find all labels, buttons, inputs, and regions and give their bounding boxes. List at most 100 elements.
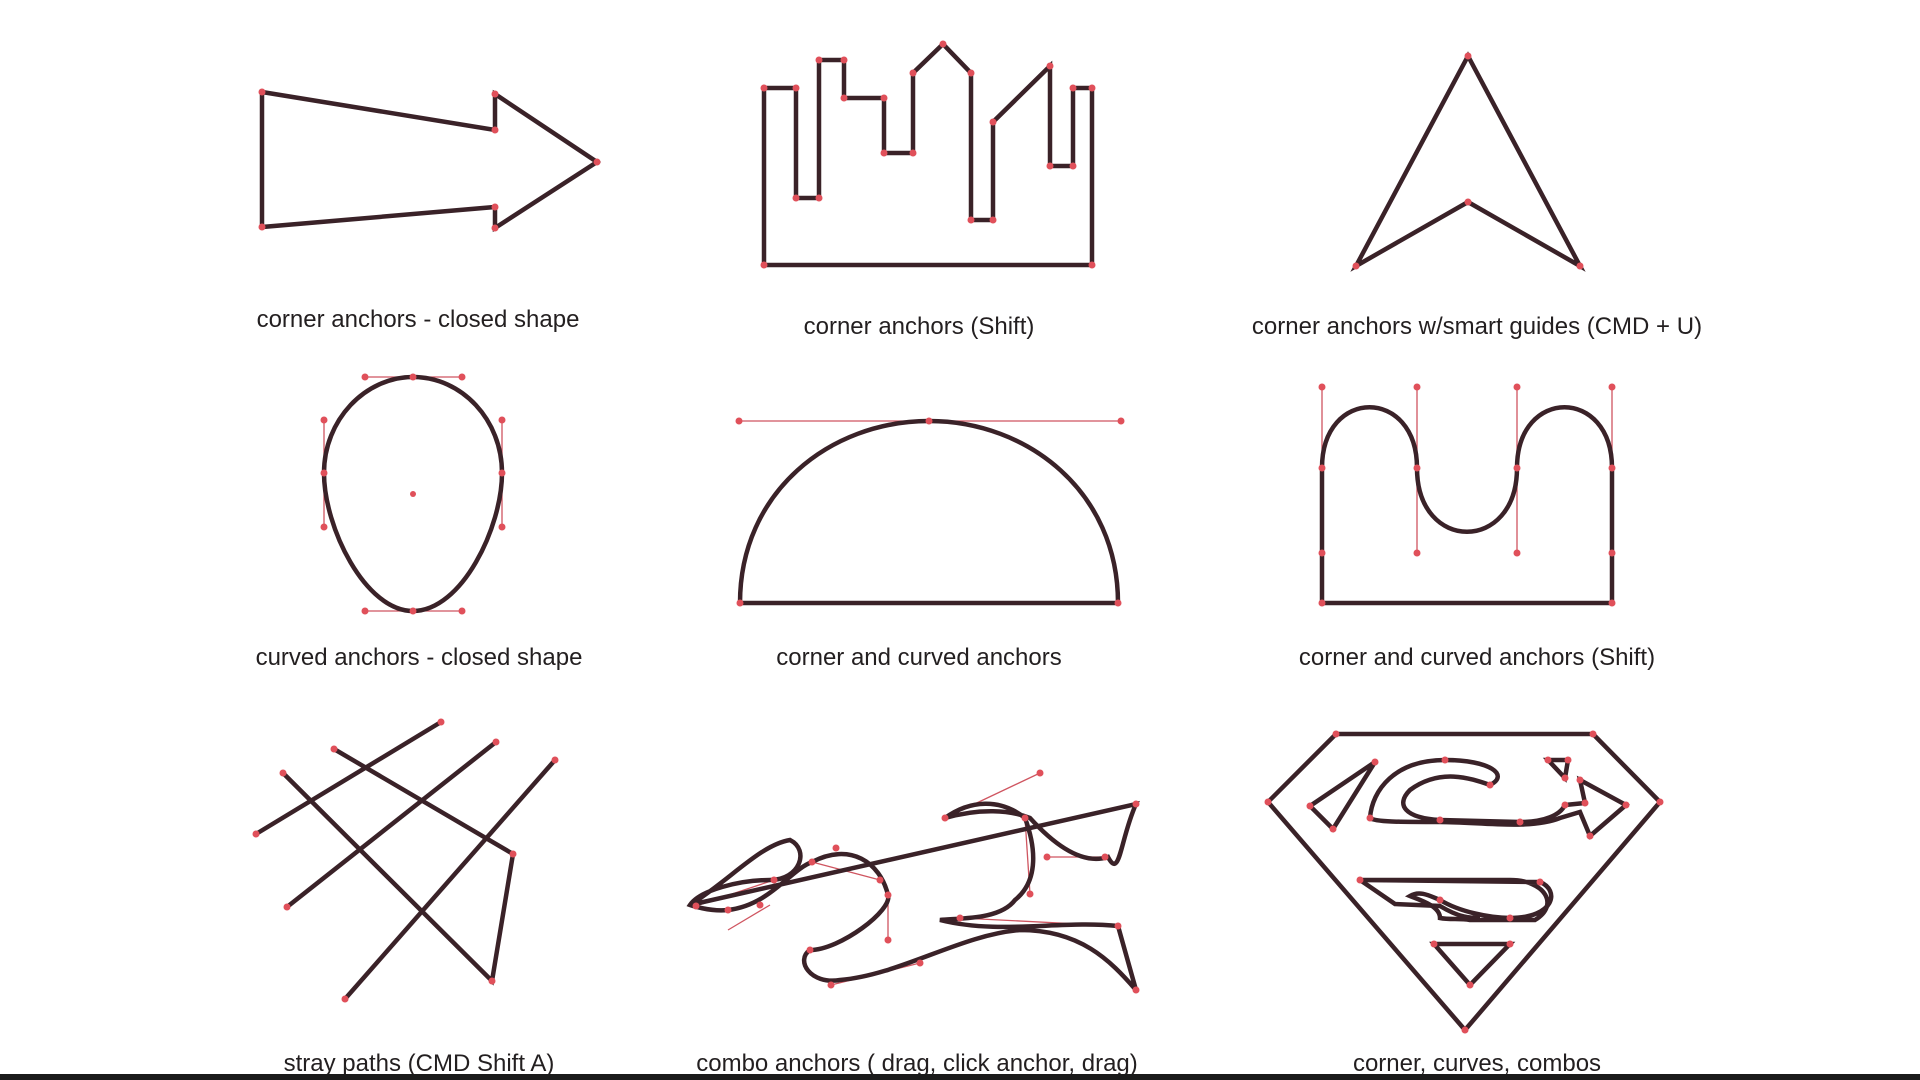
anchor-group (1318, 383, 1616, 607)
anchor-group (1352, 52, 1584, 270)
anchor-point (1101, 853, 1109, 861)
anchor-point (925, 417, 933, 425)
anchor-point (884, 891, 892, 899)
anchor-point (361, 373, 369, 381)
anchor-point (876, 876, 884, 884)
anchor-point (492, 738, 500, 746)
anchor-point (909, 69, 917, 77)
anchor-point (1461, 1026, 1469, 1034)
anchor-point (491, 203, 499, 211)
anchor-point (252, 830, 260, 838)
vector-path (1359, 877, 1554, 923)
anchor-point (1576, 776, 1584, 784)
vector-path (686, 800, 1140, 992)
anchor-point (735, 417, 743, 425)
anchor-point (1026, 890, 1034, 898)
anchor-point (283, 903, 291, 911)
anchor-point (458, 607, 466, 615)
anchor-point (1513, 383, 1521, 391)
caption-arrow: corner anchors - closed shape (256, 306, 580, 333)
anchor-point (320, 469, 328, 477)
anchor-point (1352, 262, 1360, 270)
anchor-point (692, 902, 700, 910)
anchor-point (1656, 798, 1664, 806)
anchor-point (827, 981, 835, 989)
anchor-point (1069, 162, 1077, 170)
anchor-point (1430, 940, 1438, 948)
anchor-point (989, 216, 997, 224)
anchor-point (1114, 599, 1122, 607)
vector-path (737, 418, 1121, 606)
anchor-point (760, 261, 768, 269)
anchor-point (1581, 799, 1589, 807)
anchor-point (1036, 769, 1044, 777)
skyline-shape (760, 40, 1096, 269)
anchor-point (1413, 464, 1421, 472)
anchor-point (1506, 940, 1514, 948)
anchor-point (409, 607, 417, 615)
anchor-group (258, 88, 601, 232)
anchor-point (792, 194, 800, 202)
anchor-point (989, 118, 997, 126)
anchor-point (509, 850, 517, 858)
anchor-point (1441, 756, 1449, 764)
anchor-point (967, 69, 975, 77)
anchor-point (1371, 758, 1379, 766)
anchor-point (491, 90, 499, 98)
vector-path (761, 40, 1095, 268)
anchor-point (1544, 756, 1552, 764)
vector-path (281, 747, 516, 986)
anchor-point (1043, 853, 1051, 861)
arrow-shape (258, 88, 602, 233)
anchor-point (1516, 818, 1524, 826)
anchor-point (1561, 801, 1569, 809)
caption-flames: combo anchors ( drag, click anchor, drag… (696, 1050, 1138, 1077)
vector-path (285, 740, 498, 909)
anchor-point (498, 523, 506, 531)
vector-path (1367, 757, 1630, 840)
anchor-point (1436, 896, 1444, 904)
shield-logo (1264, 730, 1664, 1034)
anchor-point (488, 977, 496, 985)
anchor-group (735, 417, 1125, 607)
anchor-group (1264, 730, 1664, 1034)
anchor-point (916, 959, 924, 967)
anchor-point (840, 56, 848, 64)
anchor-point (320, 523, 328, 531)
anchor-point (1046, 62, 1054, 70)
caption-shield: corner, curves, combos (1352, 1050, 1602, 1077)
vector-path (1306, 760, 1377, 833)
anchor-point (1356, 876, 1364, 884)
caption-egg: curved anchors - closed shape (255, 644, 583, 671)
anchor-point (1464, 198, 1472, 206)
anchor-point (1021, 814, 1029, 822)
caption-dome: corner and curved anchors (776, 644, 1062, 671)
anchor-point (1088, 261, 1096, 269)
anchor-point (1608, 549, 1616, 557)
anchor-point (1608, 383, 1616, 391)
arrowhead-shape (1350, 51, 1586, 272)
anchor-point (498, 469, 506, 477)
anchor-group (692, 769, 1140, 994)
vector-path (1264, 731, 1664, 1034)
anchor-point (756, 901, 764, 909)
anchor-point (1318, 383, 1326, 391)
anchor-point (1318, 464, 1326, 472)
anchor-point (1536, 878, 1544, 886)
stray-paths (252, 718, 559, 1003)
anchor-point (491, 224, 499, 232)
vector-path (1319, 405, 1615, 606)
bezier-handle-line (727, 904, 771, 931)
anchor-point (1366, 814, 1374, 822)
vector-path (1429, 941, 1516, 989)
caption-m-shape: corner and curved anchors (Shift) (1298, 644, 1656, 671)
bottom-edge-bar (0, 1074, 1920, 1080)
anchor-point (967, 216, 975, 224)
anchor-point (258, 223, 266, 231)
vector-path (1350, 51, 1586, 272)
anchor-group (320, 373, 506, 615)
anchor-point (956, 914, 964, 922)
anchor-point (1586, 832, 1594, 840)
